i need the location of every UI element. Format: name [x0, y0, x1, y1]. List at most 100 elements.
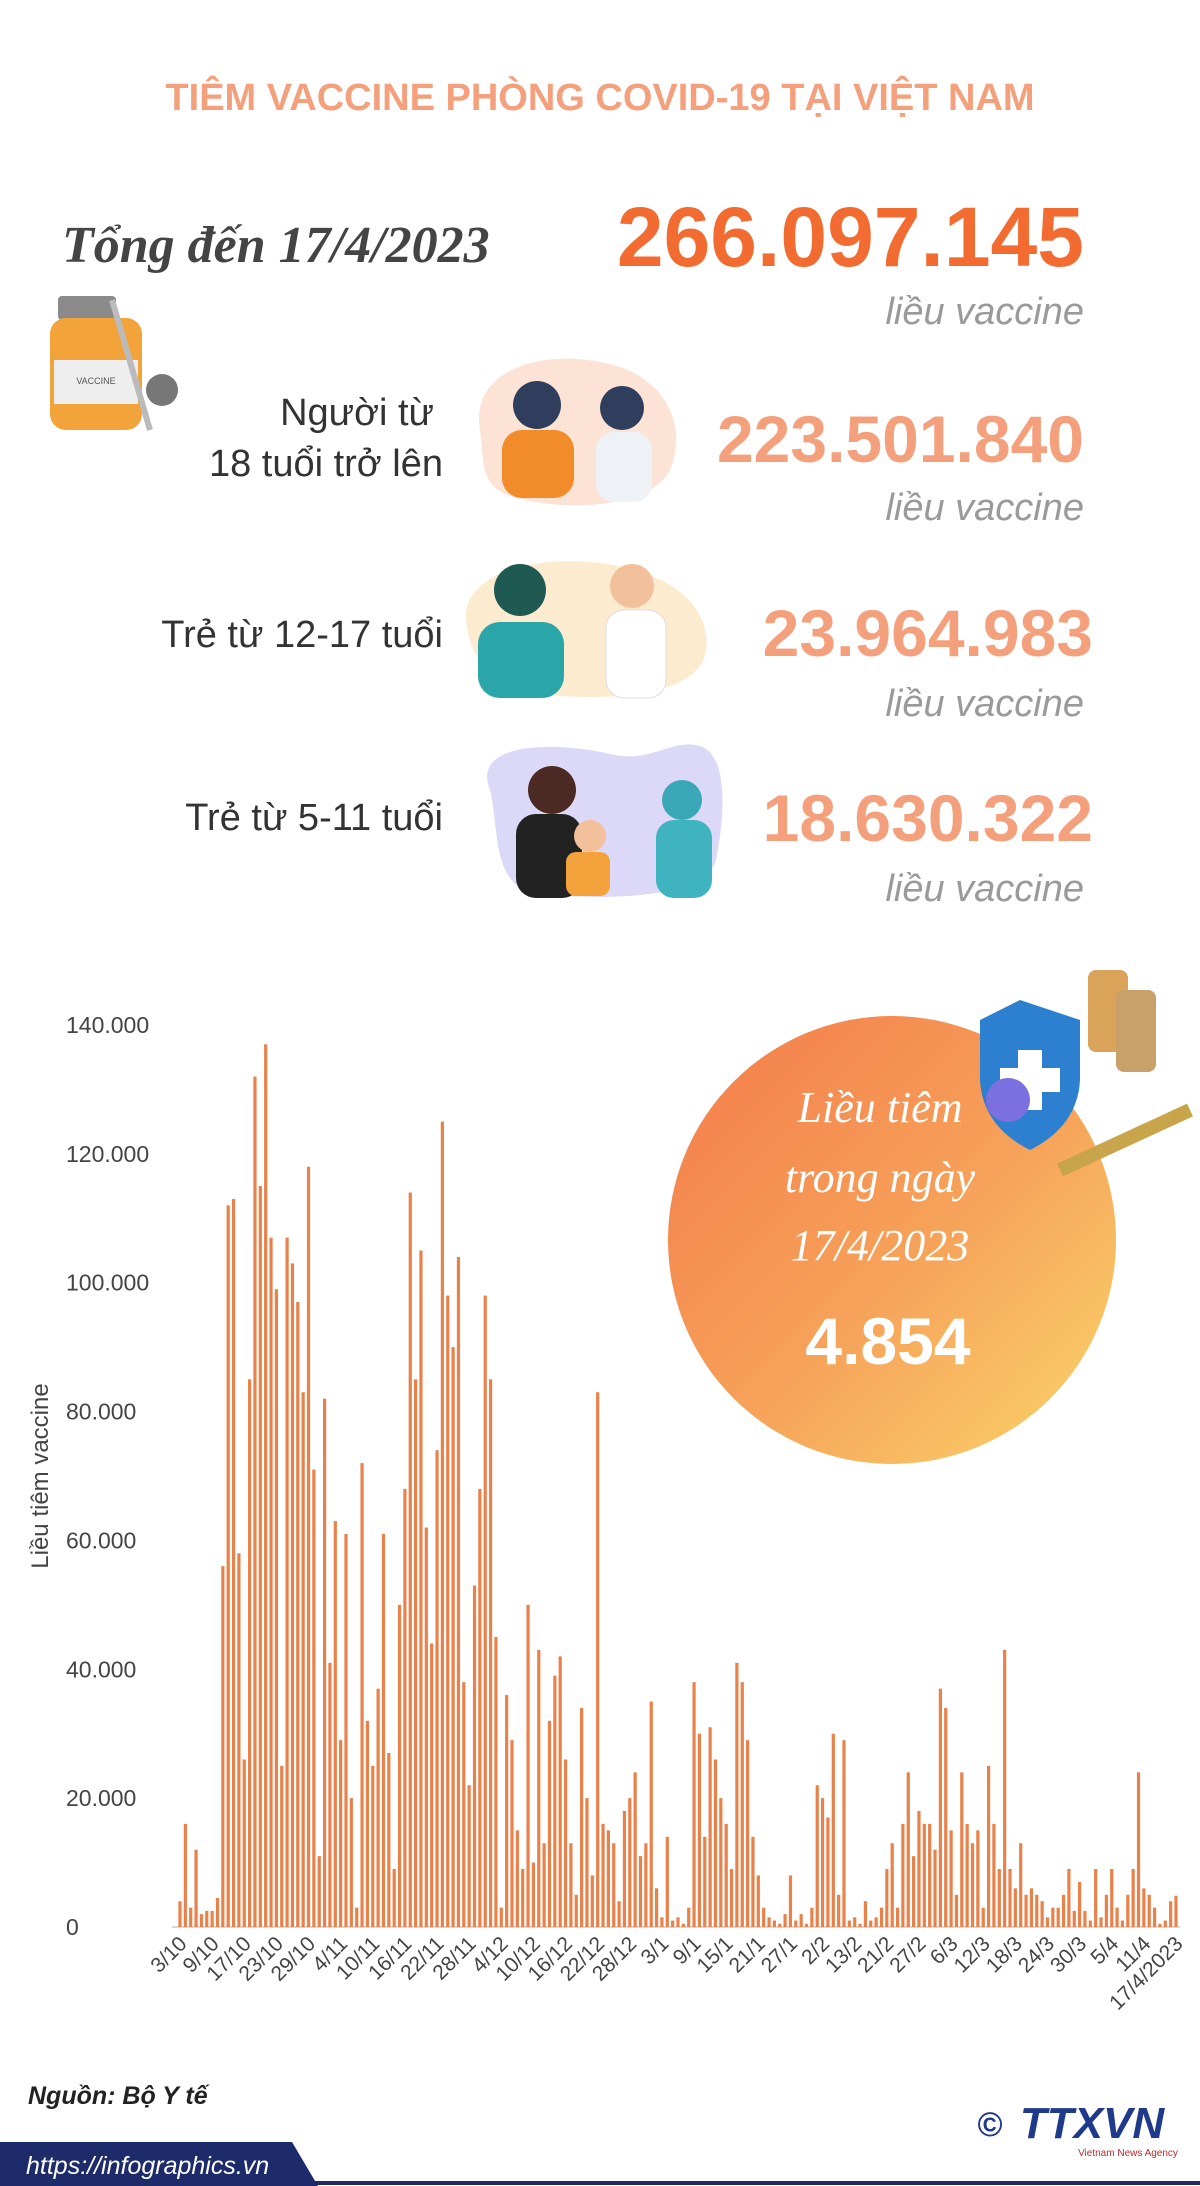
bar [360, 1463, 364, 1927]
bar [580, 1707, 584, 1927]
bar [1126, 1894, 1130, 1927]
bar [735, 1662, 739, 1927]
bar [1163, 1920, 1167, 1927]
bar [906, 1772, 910, 1927]
bar [671, 1920, 675, 1927]
bar [756, 1875, 760, 1927]
bar [317, 1856, 321, 1927]
bar [488, 1379, 493, 1927]
illustration-adults [479, 358, 677, 506]
bar [285, 1237, 289, 1927]
daily-title: 17/4/2023 [791, 1221, 969, 1270]
daily-title: Liều tiêm [797, 1083, 963, 1132]
bar [665, 1836, 669, 1927]
bar [1131, 1869, 1135, 1927]
bar [558, 1656, 562, 1927]
illustration-children [487, 744, 723, 898]
bar [879, 1907, 884, 1927]
copyright: © [977, 2106, 1002, 2144]
bar [322, 1398, 327, 1927]
bar [724, 1823, 728, 1927]
bar [569, 1843, 573, 1927]
bar [1029, 1888, 1034, 1927]
bar [344, 1533, 348, 1927]
bar [949, 1830, 953, 1927]
bar [430, 1643, 434, 1927]
bar [1104, 1894, 1108, 1927]
bar [510, 1740, 514, 1927]
bar [494, 1637, 498, 1927]
bar [740, 1682, 744, 1927]
y-tick-label: 0 [66, 1914, 79, 1940]
y-tick-label: 20.000 [66, 1785, 136, 1811]
bar [612, 1843, 616, 1927]
x-tick-label: 27/2 [885, 1932, 930, 1977]
x-tick-label: 30/3 [1046, 1932, 1091, 1977]
url[interactable]: https://infographics.vn [26, 2152, 269, 2180]
bar [922, 1823, 926, 1927]
bar [274, 1289, 278, 1927]
bar [563, 1759, 568, 1927]
bar [1120, 1920, 1125, 1927]
bar [296, 1302, 300, 1927]
bar [1147, 1894, 1151, 1927]
group-value: 18.630.322 [763, 781, 1093, 855]
bar [885, 1869, 889, 1927]
bar [371, 1765, 375, 1927]
bar [1088, 1920, 1092, 1927]
bar [328, 1662, 332, 1927]
bar [424, 1527, 428, 1927]
svg-text:VACCINE: VACCINE [76, 376, 115, 386]
bar-chart: Liều tiêm vaccine 0 20.000 40.000 60.000 80.0… [27, 1012, 1188, 2015]
bar [472, 1585, 477, 1927]
bar [1078, 1881, 1082, 1927]
bar [451, 1347, 455, 1927]
bar [617, 1901, 621, 1927]
bar [531, 1862, 536, 1927]
agency: Vietnam News Agency [1078, 2148, 1178, 2159]
bar [381, 1533, 386, 1927]
group-label: 18 tuổi trở lên [209, 443, 443, 485]
bar [751, 1836, 755, 1927]
bar [280, 1765, 284, 1927]
bar [1158, 1923, 1162, 1927]
bar [1136, 1772, 1141, 1927]
bar [312, 1469, 316, 1927]
bar [210, 1910, 214, 1927]
bar [1115, 1907, 1119, 1927]
bar [269, 1237, 273, 1927]
total-label: Tổng đến 17/4/2023 [62, 217, 490, 274]
bar [355, 1907, 359, 1927]
bar [301, 1392, 305, 1927]
bar [440, 1121, 444, 1927]
bar [585, 1798, 589, 1927]
bar [242, 1759, 246, 1927]
bar [1169, 1901, 1173, 1927]
bar [1110, 1869, 1114, 1927]
bar [762, 1907, 766, 1927]
bar [895, 1907, 900, 1927]
bar [869, 1920, 873, 1927]
bar [574, 1894, 578, 1927]
bar [408, 1192, 412, 1927]
bar [462, 1682, 466, 1927]
bar [772, 1920, 776, 1927]
bar [1035, 1894, 1039, 1927]
bar [1056, 1907, 1060, 1927]
bar [1152, 1907, 1157, 1927]
bar [1061, 1894, 1066, 1927]
bar [1019, 1843, 1023, 1927]
bar [810, 1907, 814, 1927]
bar [526, 1604, 530, 1927]
bar [537, 1649, 541, 1927]
bar [997, 1869, 1001, 1927]
bar [446, 1295, 450, 1927]
bar [1003, 1649, 1007, 1927]
bar [729, 1869, 734, 1927]
bar [414, 1379, 418, 1927]
bar [622, 1811, 627, 1927]
bar [874, 1917, 878, 1927]
y-tick-label: 140.000 [66, 1012, 149, 1038]
bar [649, 1701, 653, 1927]
bar [237, 1553, 241, 1927]
